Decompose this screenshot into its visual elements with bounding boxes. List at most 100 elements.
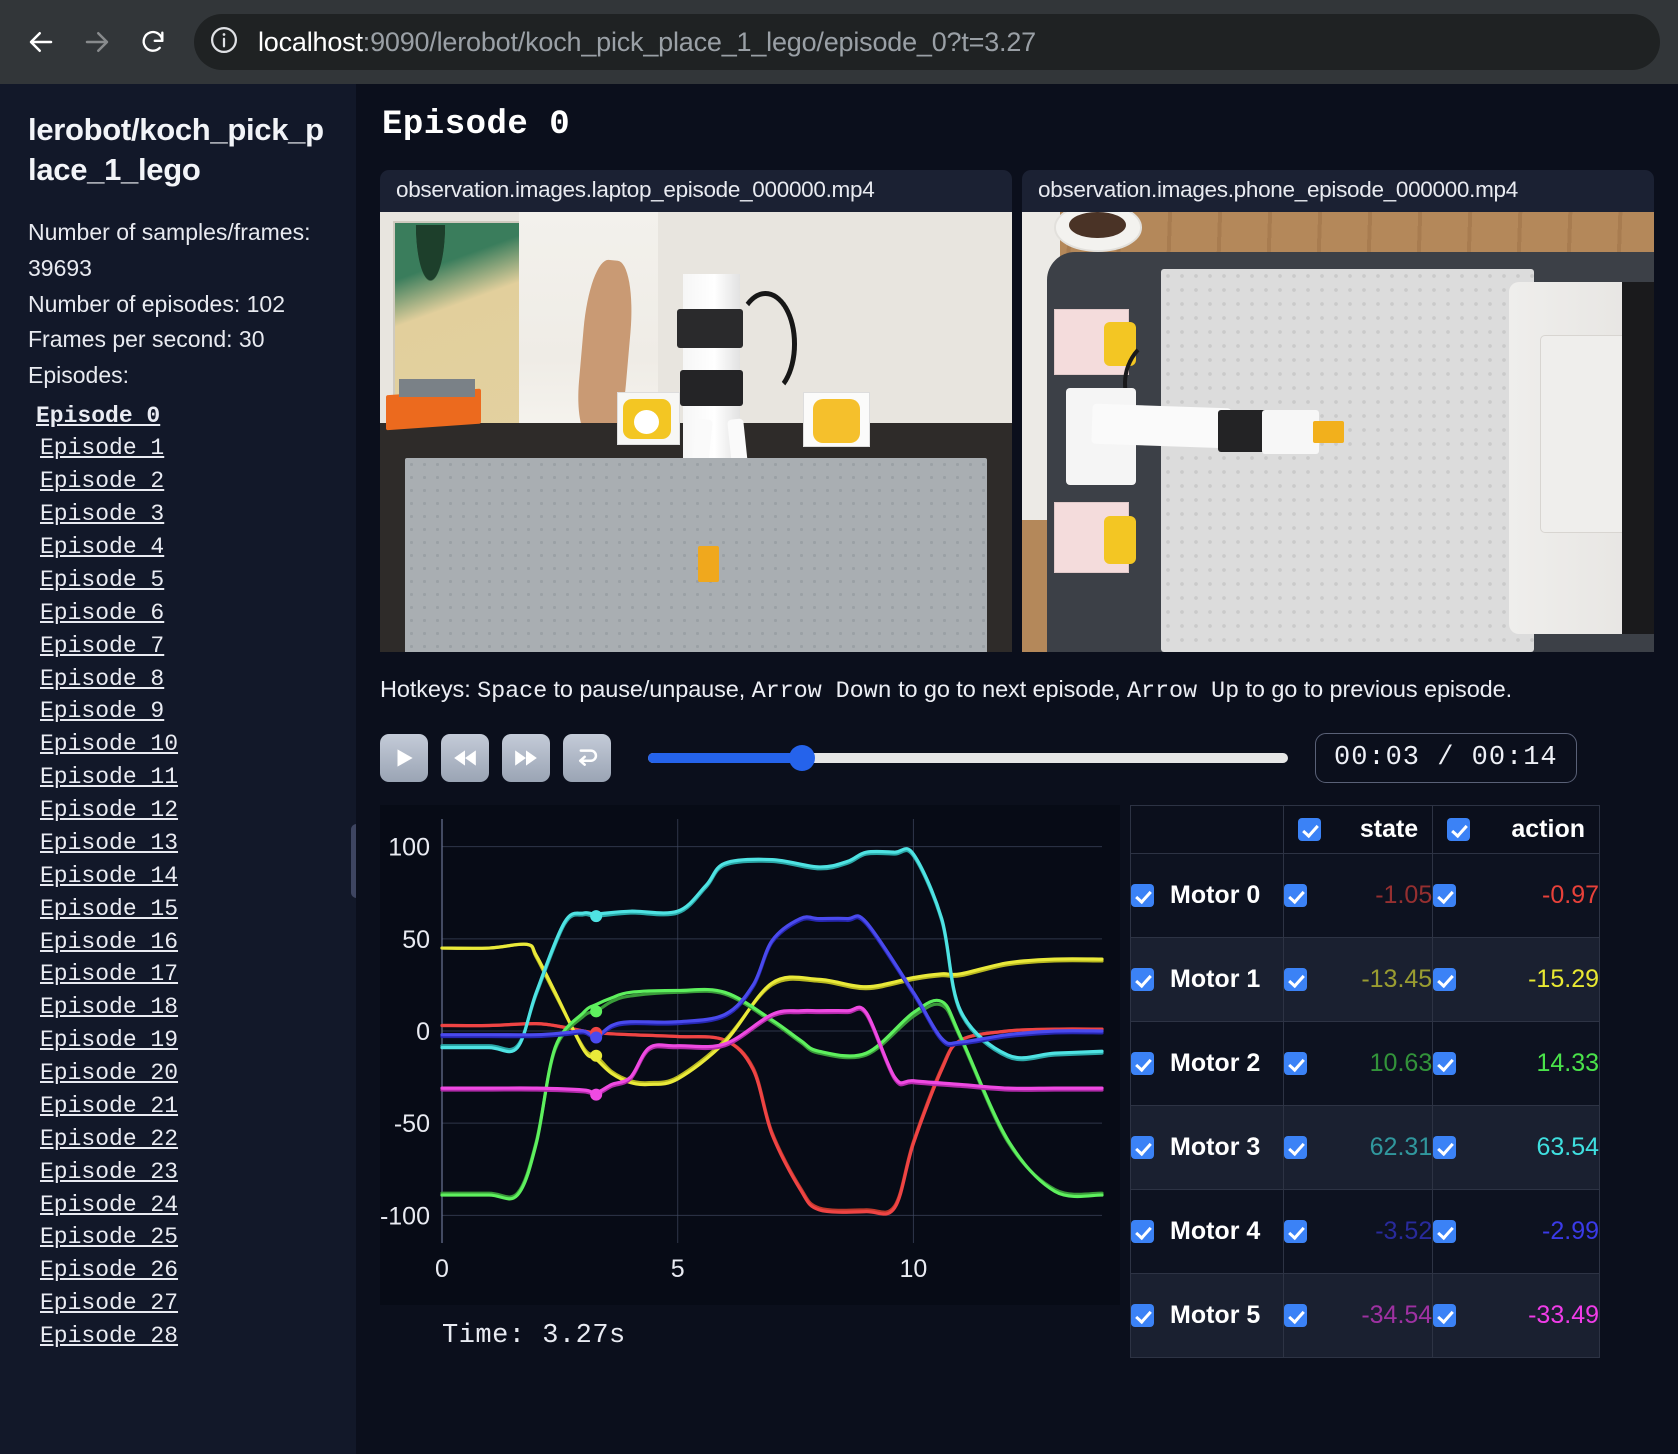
cursor-point xyxy=(590,1088,603,1101)
episode-link-6[interactable]: Episode 6 xyxy=(40,599,165,626)
motor-3-state-checkbox[interactable] xyxy=(1284,1136,1308,1159)
motor-4-action-value: -2.99 xyxy=(1542,1217,1599,1245)
loop-icon xyxy=(574,745,601,772)
timeseries-chart[interactable]: -100 -50 0 50 100 0 5 10 Time: 3.27s xyxy=(380,805,1120,1351)
episode-link-1[interactable]: Episode 1 xyxy=(40,435,165,462)
episode-link-18[interactable]: Episode 18 xyxy=(40,994,179,1021)
motor-5-checkbox[interactable] xyxy=(1131,1304,1154,1327)
toggle-all-action-checkbox[interactable] xyxy=(1447,818,1471,841)
header-label-state: state xyxy=(1359,815,1419,843)
video-player-laptop[interactable] xyxy=(380,212,1012,652)
stat-episodes: Number of episodes: 102 xyxy=(28,290,285,317)
motor-3-checkbox[interactable] xyxy=(1131,1136,1154,1159)
seek-thumb[interactable] xyxy=(788,745,815,771)
episode-link-0[interactable]: Episode 0 xyxy=(36,402,161,429)
header-label-action: action xyxy=(1511,815,1585,843)
sidebar: lerobot/koch_pick_place_1_lego Number of… xyxy=(0,84,356,1454)
table-row: Motor 0 -1.05 -0.97 xyxy=(1129,853,1600,938)
motor-0-label: Motor 0 xyxy=(1170,881,1261,909)
episode-link-25[interactable]: Episode 25 xyxy=(40,1224,179,1251)
episode-link-12[interactable]: Episode 12 xyxy=(40,797,179,824)
video-card-phone: observation.images.phone_episode_000000.… xyxy=(1022,170,1654,652)
episode-link-5[interactable]: Episode 5 xyxy=(40,566,165,593)
episode-link-26[interactable]: Episode 26 xyxy=(40,1257,179,1284)
episode-link-24[interactable]: Episode 24 xyxy=(40,1191,179,1218)
motor-0-checkbox[interactable] xyxy=(1131,884,1154,907)
episode-link-4[interactable]: Episode 4 xyxy=(40,534,165,561)
motor-1-checkbox[interactable] xyxy=(1131,968,1154,991)
sidebar-resize-handle[interactable] xyxy=(351,824,356,898)
episode-link-17[interactable]: Episode 17 xyxy=(40,961,179,988)
motor-1-action-value: -15.29 xyxy=(1528,965,1599,993)
cell-motor-1: Motor 1 xyxy=(1129,937,1285,1022)
episode-link-14[interactable]: Episode 14 xyxy=(40,862,179,889)
episode-link-13[interactable]: Episode 13 xyxy=(40,829,179,856)
cell-motor-5: Motor 5 xyxy=(1129,1273,1285,1358)
stat-samples: Number of samples/frames: 39693 xyxy=(28,219,311,281)
app-shell: lerobot/koch_pick_place_1_lego Number of… xyxy=(0,84,1678,1454)
site-info-button[interactable] xyxy=(200,18,248,66)
episode-link-21[interactable]: Episode 21 xyxy=(40,1092,179,1119)
cursor-point xyxy=(590,1005,603,1018)
table-row: Motor 4 -3.52 -2.99 xyxy=(1129,1189,1600,1274)
motor-4-label: Motor 4 xyxy=(1170,1217,1261,1245)
motor-1-state-checkbox[interactable] xyxy=(1284,968,1308,991)
cell-motor-4: Motor 4 xyxy=(1129,1189,1285,1274)
motor-4-checkbox[interactable] xyxy=(1131,1220,1154,1243)
loop-button[interactable] xyxy=(563,734,611,782)
motor-4-action-checkbox[interactable] xyxy=(1433,1220,1457,1243)
series-line xyxy=(440,1007,1104,1097)
episode-link-15[interactable]: Episode 15 xyxy=(40,895,179,922)
episode-link-20[interactable]: Episode 20 xyxy=(40,1060,179,1087)
motor-4-state-checkbox[interactable] xyxy=(1284,1220,1308,1243)
motor-3-action-checkbox[interactable] xyxy=(1433,1136,1457,1159)
fast-forward-icon xyxy=(513,745,539,771)
toggle-all-state-checkbox[interactable] xyxy=(1298,818,1322,841)
episode-link-8[interactable]: Episode 8 xyxy=(40,665,165,692)
episode-link-7[interactable]: Episode 7 xyxy=(40,632,165,659)
header-cell-action: action xyxy=(1432,805,1600,854)
episode-link-3[interactable]: Episode 3 xyxy=(40,501,165,528)
motor-0-state-checkbox[interactable] xyxy=(1284,884,1308,907)
motor-2-action-checkbox[interactable] xyxy=(1433,1052,1457,1075)
motor-2-checkbox[interactable] xyxy=(1131,1052,1154,1075)
episode-link-9[interactable]: Episode 9 xyxy=(40,698,165,725)
episode-list[interactable]: Episode 0 Episode 1 Episode 2 Episode 3 Epis… xyxy=(28,400,328,1353)
episode-link-22[interactable]: Episode 22 xyxy=(40,1125,179,1152)
y-tick-label: 50 xyxy=(402,926,430,954)
video-player-phone[interactable] xyxy=(1022,212,1654,652)
episode-link-10[interactable]: Episode 10 xyxy=(40,731,179,758)
rewind-button[interactable] xyxy=(441,734,489,782)
reload-button[interactable] xyxy=(130,19,176,65)
time-readout: Time: 3.27s xyxy=(442,1321,626,1351)
motor-3-action-value: 63.54 xyxy=(1536,1133,1599,1161)
address-bar[interactable]: localhost:9090/lerobot/koch_pick_place_1… xyxy=(194,14,1660,70)
hotkeys-text-3: to go to previous episode. xyxy=(1239,676,1513,702)
episode-link-27[interactable]: Episode 27 xyxy=(40,1290,179,1317)
cell-state-5: -34.54 xyxy=(1283,1273,1434,1358)
episode-link-23[interactable]: Episode 23 xyxy=(40,1158,179,1185)
episode-link-19[interactable]: Episode 19 xyxy=(40,1027,179,1054)
motor-1-action-checkbox[interactable] xyxy=(1433,968,1457,991)
motor-2-state-checkbox[interactable] xyxy=(1284,1052,1308,1075)
motor-5-state-checkbox[interactable] xyxy=(1284,1304,1308,1327)
motor-0-action-value: -0.97 xyxy=(1542,881,1599,909)
play-button[interactable] xyxy=(380,734,428,782)
seek-slider[interactable] xyxy=(648,734,1288,782)
episode-link-2[interactable]: Episode 2 xyxy=(40,468,165,495)
back-button[interactable] xyxy=(18,19,64,65)
forward-button[interactable] xyxy=(74,19,120,65)
motor-0-action-checkbox[interactable] xyxy=(1433,884,1457,907)
browser-toolbar: localhost:9090/lerobot/koch_pick_place_1… xyxy=(0,0,1678,84)
fast-forward-button[interactable] xyxy=(502,734,550,782)
motor-5-action-checkbox[interactable] xyxy=(1433,1304,1457,1327)
seek-track[interactable] xyxy=(648,745,1288,771)
motor-4-state-value: -3.52 xyxy=(1375,1217,1433,1245)
arrow-right-icon xyxy=(82,27,112,57)
series-line xyxy=(440,942,1104,1087)
episode-link-16[interactable]: Episode 16 xyxy=(40,928,179,955)
url-text: localhost:9090/lerobot/koch_pick_place_1… xyxy=(258,27,1036,58)
cell-action-1: -15.29 xyxy=(1432,937,1600,1022)
episode-link-28[interactable]: Episode 28 xyxy=(40,1323,179,1350)
episode-link-11[interactable]: Episode 11 xyxy=(40,764,179,791)
